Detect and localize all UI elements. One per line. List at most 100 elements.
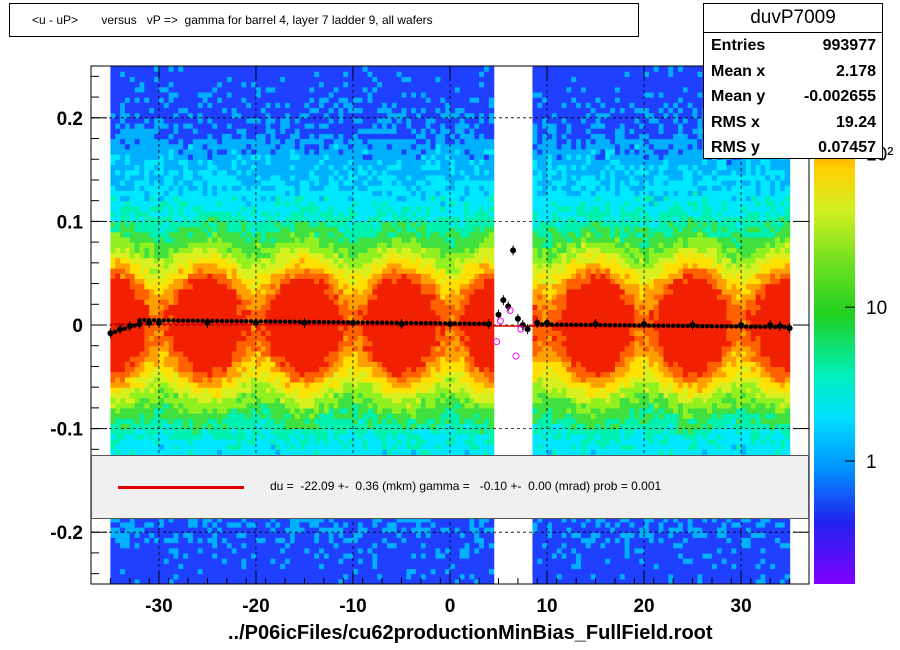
heatmap-cell: [338, 185, 344, 191]
heatmap-cell: [338, 568, 344, 575]
heatmap-cell: [323, 335, 330, 342]
heatmap-cell: [173, 578, 179, 584]
heatmap-cell: [221, 102, 228, 109]
heatmap-cell: [124, 278, 131, 285]
heatmap-cell: [168, 148, 175, 155]
heatmap-cell: [236, 563, 242, 570]
heatmap-cell: [309, 268, 315, 274]
heatmap-cell: [280, 76, 286, 83]
heatmap-cell: [115, 122, 121, 129]
heatmap-cell: [333, 314, 340, 321]
heatmap-cell: [251, 314, 257, 321]
heatmap-cell: [178, 449, 184, 456]
heatmap-cell: [241, 423, 247, 430]
heatmap-cell: [289, 148, 296, 155]
heatmap-cell: [134, 293, 141, 300]
heatmap-cell: [323, 542, 330, 549]
heatmap-cell: [348, 242, 354, 248]
heatmap-cell: [231, 423, 238, 430]
heatmap-cell: [124, 221, 131, 228]
heatmap-cell: [173, 521, 179, 528]
heatmap-cell: [207, 325, 213, 331]
heatmap-cell: [231, 330, 238, 336]
heatmap-cell: [328, 76, 335, 83]
heatmap-cell: [328, 148, 335, 155]
heatmap-cell: [289, 345, 296, 352]
heatmap-cell: [188, 71, 194, 77]
heatmap-cell: [139, 273, 145, 279]
heatmap-cell: [314, 402, 320, 409]
heatmap-cell: [139, 340, 145, 347]
heatmap-cell: [289, 428, 296, 435]
heatmap-cell: [323, 71, 330, 77]
heatmap-cell: [192, 216, 199, 222]
heatmap-cell: [294, 117, 301, 124]
heatmap-cell: [338, 190, 344, 197]
heatmap-cell: [158, 133, 165, 140]
heatmap-cell: [202, 573, 209, 580]
heatmap-cell: [309, 558, 315, 564]
heatmap-cell: [338, 283, 344, 290]
heatmap-cell: [173, 257, 179, 264]
heatmap-cell: [241, 392, 247, 399]
heatmap-cell: [129, 164, 136, 171]
heatmap-cell: [221, 211, 228, 217]
heatmap-cell: [139, 195, 145, 202]
heatmap-cell: [192, 558, 199, 564]
heatmap-cell: [168, 91, 175, 98]
heatmap-cell: [202, 537, 209, 544]
heatmap-cell: [270, 112, 276, 119]
heatmap-cell: [120, 449, 126, 456]
heatmap-cell: [319, 532, 325, 538]
heatmap-cell: [231, 371, 238, 378]
heatmap-cell: [134, 283, 141, 290]
heatmap-cell: [348, 205, 354, 212]
heatmap-cell: [149, 397, 155, 404]
heatmap-cell: [134, 340, 141, 347]
heatmap-cell: [289, 413, 296, 419]
heatmap-cell: [299, 288, 306, 295]
heatmap-cell: [217, 521, 223, 528]
heatmap-cell: [348, 200, 354, 207]
heatmap-cell: [129, 231, 136, 238]
heatmap-cell: [178, 154, 184, 160]
heatmap-cell: [246, 573, 252, 580]
heatmap-cell: [217, 226, 223, 233]
heatmap-cell: [333, 299, 340, 305]
heatmap-cell: [110, 304, 116, 311]
heatmap-cell: [304, 532, 310, 538]
heatmap-cell: [178, 262, 184, 269]
heatmap-cell: [144, 330, 150, 336]
heatmap-cell: [289, 516, 296, 523]
heatmap-cell: [212, 532, 218, 538]
heatmap-cell: [294, 221, 301, 228]
heatmap-cell: [265, 107, 272, 114]
heatmap-cell: [217, 102, 223, 109]
heatmap-cell: [323, 407, 330, 414]
heatmap-cell: [226, 221, 233, 228]
heatmap-cell: [328, 128, 335, 134]
heatmap-cell: [348, 278, 354, 285]
heatmap-cell: [260, 516, 267, 523]
heatmap-cell: [251, 128, 257, 134]
heatmap-cell: [192, 205, 199, 212]
heatmap-cell: [217, 299, 223, 305]
heatmap-cell: [158, 91, 165, 98]
heatmap-cell: [226, 366, 233, 373]
heatmap-cell: [168, 159, 175, 166]
heatmap-cell: [265, 381, 272, 388]
heatmap-cell: [221, 356, 228, 362]
heatmap-cell: [343, 273, 349, 279]
heatmap-cell: [110, 527, 116, 533]
heatmap-cell: [168, 247, 175, 254]
heatmap-cell: [343, 366, 349, 373]
heatmap-cell: [192, 527, 199, 533]
heatmap-cell: [221, 361, 228, 368]
heatmap-cell: [158, 97, 165, 103]
heatmap-cell: [188, 97, 194, 103]
heatmap-cell: [124, 159, 131, 166]
heatmap-cell: [221, 537, 228, 544]
heatmap-cell: [134, 356, 141, 362]
heatmap-cell: [124, 242, 131, 248]
heatmap-cell: [236, 112, 242, 119]
